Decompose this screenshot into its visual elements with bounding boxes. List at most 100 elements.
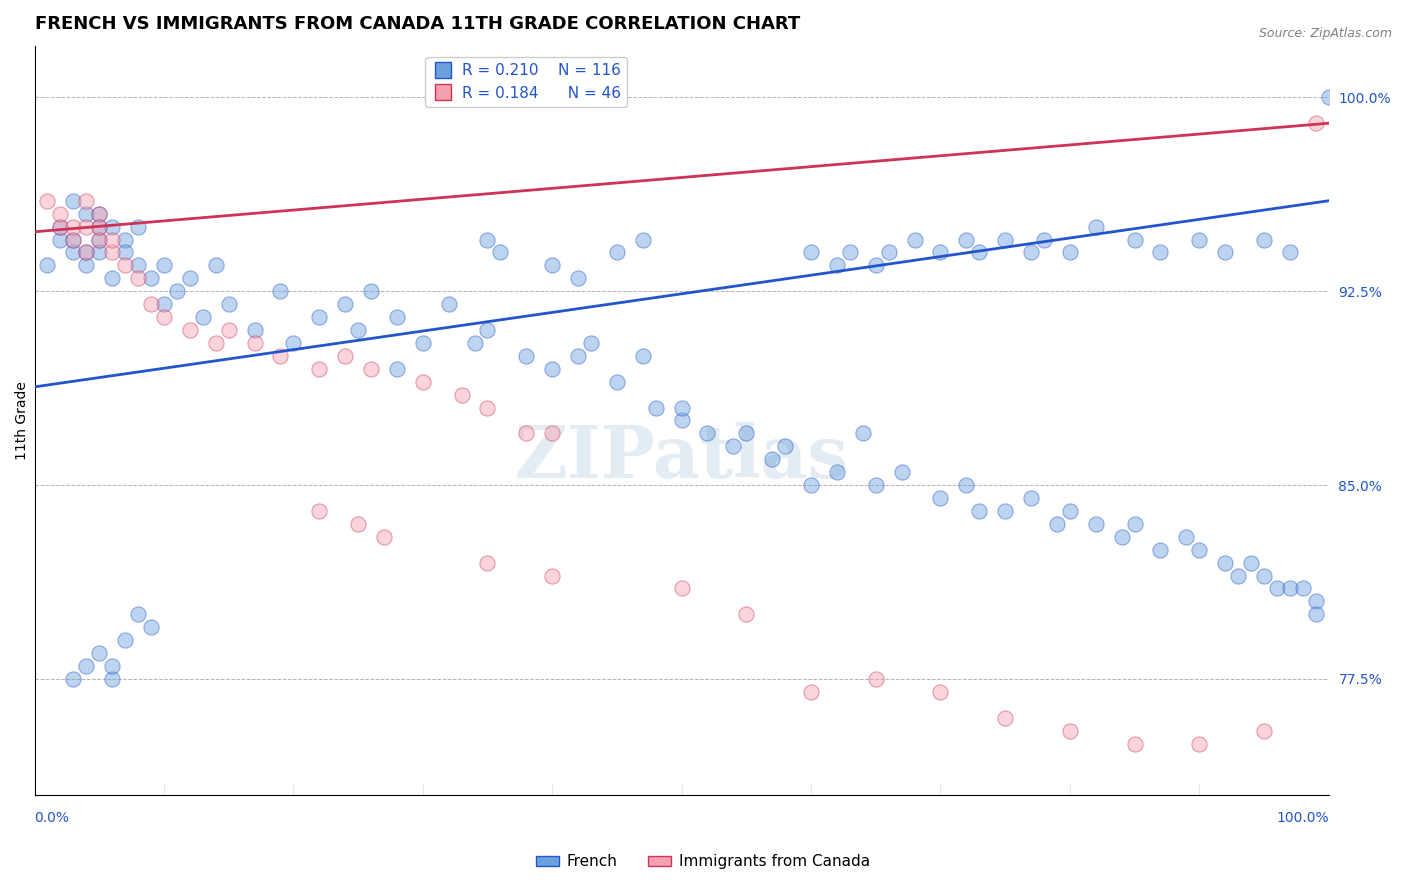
Point (191, 310, 214, 324)
Point (49, 233, 72, 247)
Point (800, 478, 823, 492)
Point (1188, 737, 1211, 751)
Y-axis label: 11th Grade: 11th Grade (15, 381, 30, 460)
Point (139, 271, 162, 285)
Point (1046, 516, 1069, 531)
Point (385, 310, 408, 324)
Point (37, 259, 59, 273)
Point (877, 245, 900, 260)
Point (412, 375, 434, 389)
Point (696, 426, 718, 441)
Point (37, 194, 59, 208)
Point (606, 375, 628, 389)
Point (1032, 233, 1054, 247)
Point (477, 323, 499, 337)
Point (127, 607, 149, 622)
Point (1084, 219, 1107, 234)
Point (204, 259, 226, 273)
Point (89, 219, 111, 234)
Point (1253, 723, 1275, 738)
Point (515, 349, 537, 363)
Point (62, 219, 84, 234)
Point (360, 284, 382, 298)
Point (179, 271, 201, 285)
Point (955, 478, 977, 492)
Point (101, 271, 124, 285)
Point (1123, 516, 1146, 531)
Point (541, 259, 564, 273)
Point (1059, 245, 1081, 260)
Point (929, 245, 952, 260)
Point (1253, 233, 1275, 247)
Point (101, 672, 124, 686)
Point (179, 323, 201, 337)
Point (1175, 530, 1198, 544)
Point (218, 297, 240, 311)
Point (101, 219, 124, 234)
Point (541, 426, 564, 441)
Point (515, 426, 537, 441)
Point (773, 439, 796, 453)
Point (890, 465, 912, 479)
Point (541, 361, 564, 376)
Point (333, 349, 356, 363)
Point (825, 465, 848, 479)
Point (127, 219, 149, 234)
Point (127, 259, 149, 273)
Point (75, 245, 97, 260)
Point (1123, 233, 1146, 247)
Point (903, 233, 925, 247)
Point (75, 259, 97, 273)
Point (631, 233, 654, 247)
Point (1019, 245, 1042, 260)
Point (308, 504, 330, 518)
Point (644, 401, 666, 415)
Text: FRENCH VS IMMIGRANTS FROM CANADA 11TH GRADE CORRELATION CHART: FRENCH VS IMMIGRANTS FROM CANADA 11TH GR… (35, 15, 800, 33)
Point (1059, 723, 1081, 738)
Point (49, 219, 72, 234)
Point (929, 685, 952, 699)
Point (929, 491, 952, 505)
Point (1227, 568, 1250, 582)
Point (1149, 245, 1171, 260)
Point (631, 349, 654, 363)
Point (283, 335, 305, 350)
Point (153, 297, 176, 311)
Point (1213, 245, 1236, 260)
Point (1149, 542, 1171, 557)
Point (89, 207, 111, 221)
Point (567, 349, 589, 363)
Point (1317, 90, 1340, 104)
Point (437, 297, 460, 311)
Point (1305, 116, 1327, 130)
Point (1278, 582, 1301, 596)
Point (114, 259, 136, 273)
Point (101, 245, 124, 260)
Point (994, 233, 1017, 247)
Point (450, 387, 472, 401)
Point (62, 233, 84, 247)
Point (1305, 594, 1327, 608)
Point (89, 646, 111, 660)
Point (1213, 556, 1236, 570)
Point (243, 323, 266, 337)
Point (139, 297, 162, 311)
Point (477, 401, 499, 415)
Point (333, 297, 356, 311)
Point (62, 245, 84, 260)
Point (671, 413, 693, 427)
Point (735, 607, 758, 622)
Point (347, 323, 370, 337)
Point (75, 245, 97, 260)
Point (1278, 245, 1301, 260)
Point (75, 194, 97, 208)
Point (218, 323, 240, 337)
Point (114, 633, 136, 648)
Text: Source: ZipAtlas.com: Source: ZipAtlas.com (1258, 27, 1392, 40)
Point (62, 233, 84, 247)
Point (62, 194, 84, 208)
Point (994, 504, 1017, 518)
Point (62, 672, 84, 686)
Point (671, 582, 693, 596)
Point (735, 426, 758, 441)
